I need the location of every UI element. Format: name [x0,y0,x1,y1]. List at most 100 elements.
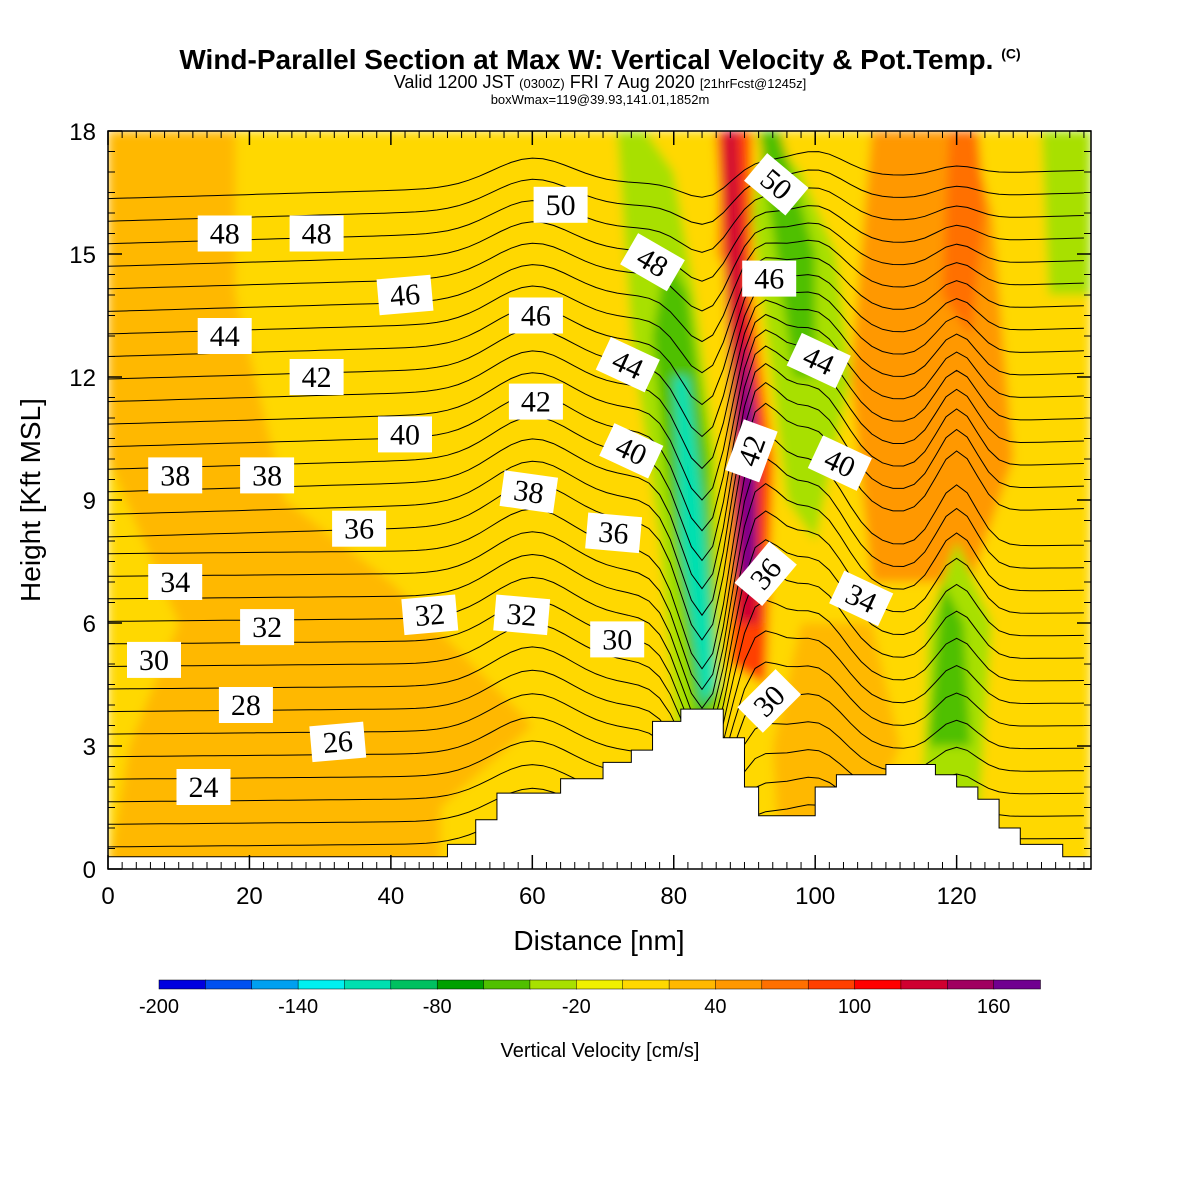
colorbar-tick-label: -20 [562,996,591,1018]
colorbar-swatch [297,979,346,990]
contour-label-text: 40 [390,418,420,451]
contour-label-box [127,641,181,678]
contour-label-text: 48 [302,218,332,251]
x-tick-label: 120 [937,883,977,910]
contour-label-text: 24 [189,771,219,804]
contour-label-box [533,186,588,223]
contour-label-box [508,383,563,420]
contour-label: 44 [197,318,252,354]
theta-contour-line [108,256,1084,374]
contour-label-text: 26 [321,725,354,760]
x-tick-label: 100 [795,883,835,910]
contour-label-text: 42 [302,361,332,394]
contour-label-box [289,215,344,252]
orange-core-right [942,131,985,336]
chart-subtitle: Valid 1200 JST (0300Z) FRI 7 Aug 2020 [2… [393,72,807,92]
contour-label: 48 [289,215,344,252]
lee-band-lower-core [928,582,971,746]
theta-contour-line [108,187,1084,253]
contour-label-box [595,336,660,393]
colorbar-swatch [529,979,578,990]
contour-label: 42 [725,419,778,483]
contour-label-box [620,233,685,292]
contour-label: 30 [590,621,645,658]
contour-label-box [744,153,809,216]
contour-label: 46 [508,297,563,334]
contour-label-text: 30 [139,644,169,677]
contour-label-text: 36 [597,516,630,551]
contour-label-text: 44 [210,320,240,353]
contour-label: 38 [148,457,203,494]
contour-label-box [590,621,645,658]
colorbar-swatch [622,979,670,990]
contour-label-text: 46 [754,263,784,296]
theta-contour-line [108,661,1084,796]
x-tick-label: 40 [378,883,405,910]
contour-label: 42 [508,383,563,420]
contour-label-text: 46 [521,300,551,333]
contour-label: 30 [127,641,181,678]
theta-contour-line [108,381,1084,617]
contour-label-text: 38 [160,459,190,492]
contour-label-box [786,332,851,389]
theta-contour-line [108,692,1084,809]
x-tick-label: 80 [660,883,687,910]
colorbar-tick-label: 160 [977,996,1010,1018]
contour-label-box [197,215,252,252]
contour-label-text: 32 [505,598,538,633]
contour-label-box [332,510,387,547]
colorbar-swatch [668,979,717,990]
theta-contour-line [108,299,1084,470]
colorbar-tick-label: 40 [704,996,726,1018]
y-tick-label: 18 [69,119,96,146]
colorbar-swatch [761,979,809,990]
contour-label-box [148,457,203,494]
theta-contour-line [108,457,1084,691]
contour-label-box [725,419,778,483]
contour-label-box [508,297,563,334]
colorbar-tick-label: -140 [278,996,318,1018]
contour-label-box [493,594,551,636]
contour-label: 40 [378,416,432,453]
contour-label: 34 [148,564,203,600]
theta-contour-line [108,205,1084,282]
colorbar-swatch [251,979,299,990]
y-tick-label: 3 [83,734,96,761]
theta-contour-line [108,285,1084,438]
theta-contour-line [108,313,1084,501]
contour-label-text: 36 [344,513,374,546]
colorbar-swatch [715,979,763,990]
x-axis-title: Distance [nm] [513,925,684,956]
contour-label: 36 [585,512,643,554]
contour-label: 38 [499,470,559,514]
contour-label: 36 [332,510,387,547]
contour-label-text: 42 [521,386,551,419]
theta-contour-line [108,222,1084,312]
contour-label-box [240,609,295,646]
y-tick-label: 15 [69,242,96,269]
chart-box-info: boxWmax=119@39.93,141.01,1852m [490,92,710,107]
contour-label-box [378,416,432,453]
terrain-profile [108,708,1091,869]
contour-label: 32 [401,594,459,636]
terrain [108,708,1091,869]
orange-patch-left [108,131,533,869]
downdraft-core [673,377,717,705]
colorbar-swatch [900,979,949,990]
contour-label-text: 38 [252,459,282,492]
contour-label-text: 28 [231,689,261,722]
x-tick-label: 60 [519,883,546,910]
contour-label: 48 [197,215,252,252]
contour-label-box [197,318,252,354]
contour-label-box [176,769,231,805]
contour-label-box [737,669,802,733]
plot-area [108,131,1091,869]
contour-label: 42 [289,359,344,395]
colorbar-swatch [344,979,392,990]
theta-contour-line [108,151,1084,200]
contour-label-box [289,359,344,395]
chart-title: Wind-Parallel Section at Max W: Vertical… [179,44,1021,75]
colorbar: -200 -140 -80 -20 40 100 160 [139,979,1041,1018]
theta-contour-line [108,329,1084,532]
